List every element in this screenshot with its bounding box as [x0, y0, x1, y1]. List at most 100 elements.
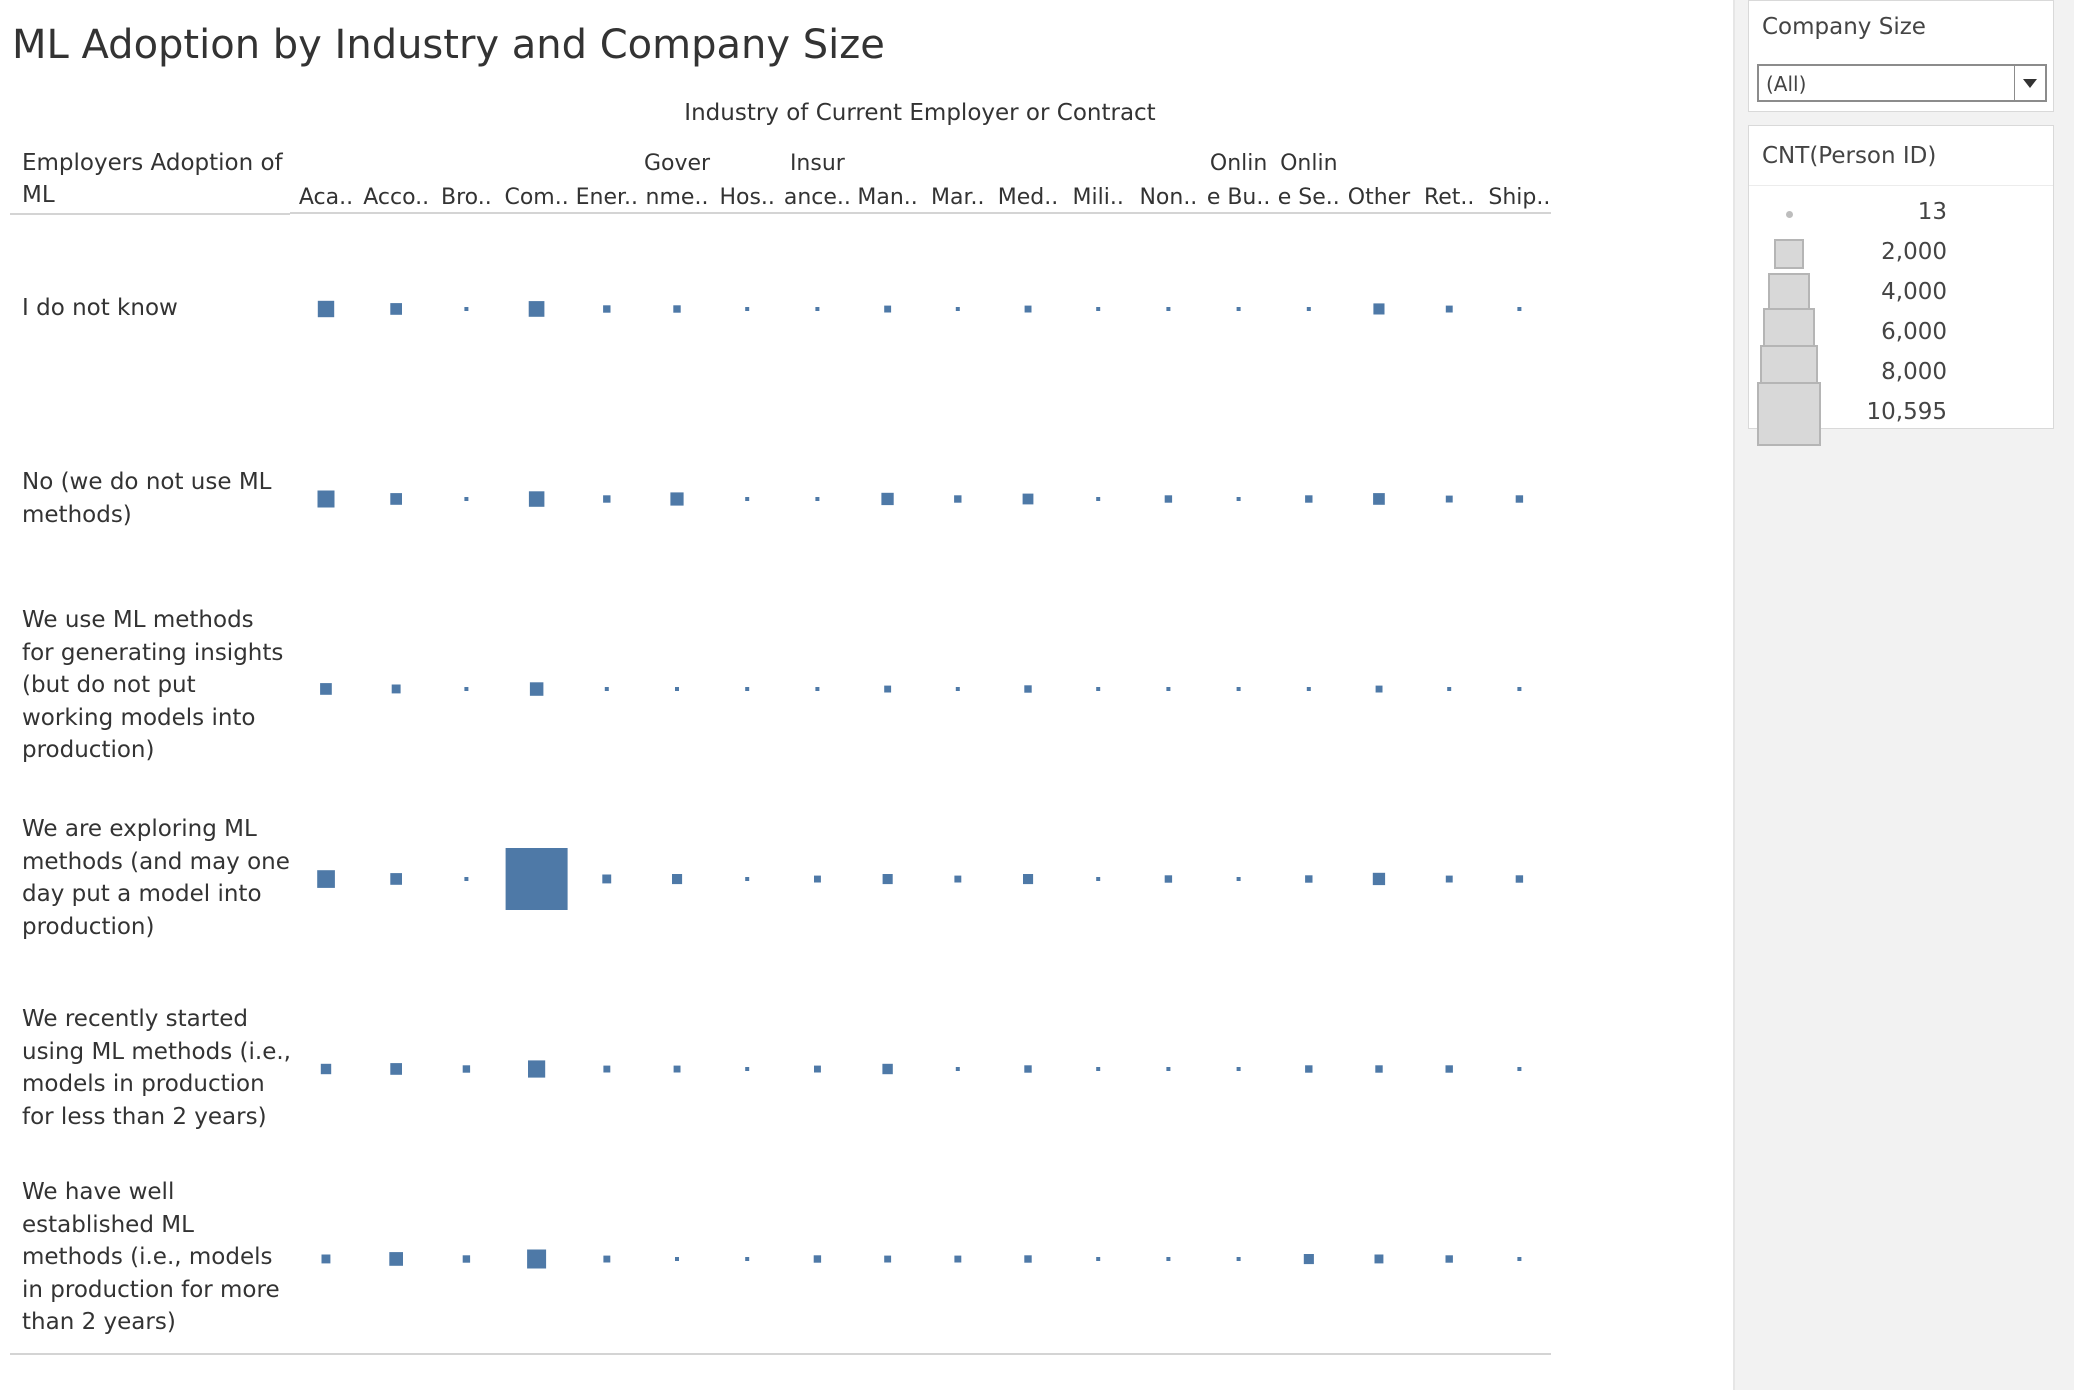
square-mark[interactable]: [1096, 877, 1101, 881]
square-mark[interactable]: [814, 875, 821, 883]
square-mark[interactable]: [1373, 493, 1385, 505]
square-mark[interactable]: [1305, 1065, 1313, 1073]
square-mark[interactable]: [670, 492, 684, 506]
square-mark[interactable]: [1306, 687, 1311, 691]
square-mark[interactable]: [1166, 687, 1171, 691]
square-mark[interactable]: [1445, 305, 1453, 313]
company-size-dropdown[interactable]: (All): [1757, 64, 2047, 102]
square-mark[interactable]: [745, 687, 750, 691]
square-mark[interactable]: [1515, 875, 1524, 883]
square-mark[interactable]: [464, 687, 469, 691]
square-mark[interactable]: [1236, 877, 1241, 881]
square-mark[interactable]: [1372, 872, 1386, 886]
square-mark[interactable]: [882, 874, 893, 885]
square-mark[interactable]: [1445, 495, 1453, 503]
square-mark[interactable]: [462, 1065, 471, 1073]
square-mark[interactable]: [954, 495, 962, 503]
square-mark[interactable]: [1166, 307, 1171, 311]
square-mark[interactable]: [1447, 687, 1452, 691]
square-mark[interactable]: [884, 1255, 892, 1263]
square-mark[interactable]: [815, 307, 820, 311]
square-mark[interactable]: [390, 873, 402, 885]
square-mark[interactable]: [391, 684, 401, 694]
square-mark[interactable]: [1096, 307, 1101, 311]
square-mark[interactable]: [1236, 687, 1241, 691]
square-mark[interactable]: [954, 875, 962, 883]
square-mark[interactable]: [1374, 1254, 1384, 1264]
square-mark[interactable]: [955, 687, 960, 691]
square-mark[interactable]: [1236, 497, 1241, 501]
square-mark[interactable]: [1024, 305, 1032, 313]
square-mark[interactable]: [955, 1067, 960, 1071]
square-mark[interactable]: [1236, 1257, 1241, 1261]
square-mark[interactable]: [1445, 1065, 1453, 1073]
square-mark[interactable]: [1517, 1257, 1522, 1261]
square-mark[interactable]: [1305, 875, 1313, 883]
square-mark[interactable]: [1096, 497, 1101, 501]
square-mark[interactable]: [1022, 493, 1034, 505]
square-mark[interactable]: [317, 870, 335, 888]
square-mark[interactable]: [390, 303, 402, 315]
square-mark[interactable]: [1023, 874, 1034, 885]
square-mark[interactable]: [603, 1065, 611, 1073]
square-mark[interactable]: [882, 1063, 893, 1075]
square-mark[interactable]: [1024, 685, 1032, 693]
square-mark[interactable]: [673, 1065, 681, 1073]
square-mark[interactable]: [1024, 1065, 1032, 1073]
square-mark[interactable]: [528, 1060, 546, 1078]
square-mark[interactable]: [814, 1065, 821, 1073]
square-mark[interactable]: [389, 1252, 403, 1266]
square-mark[interactable]: [1164, 495, 1173, 503]
square-mark[interactable]: [321, 1254, 331, 1264]
square-mark[interactable]: [1517, 1067, 1522, 1071]
square-mark[interactable]: [1517, 687, 1522, 691]
square-mark[interactable]: [528, 301, 545, 317]
square-mark[interactable]: [745, 1067, 750, 1071]
square-mark[interactable]: [1024, 1255, 1032, 1263]
square-mark[interactable]: [390, 493, 402, 505]
square-mark[interactable]: [673, 305, 681, 313]
square-mark[interactable]: [317, 490, 335, 508]
square-mark[interactable]: [603, 495, 611, 503]
square-mark[interactable]: [390, 1063, 402, 1075]
square-mark[interactable]: [1164, 875, 1173, 883]
square-mark[interactable]: [954, 1255, 962, 1263]
square-mark[interactable]: [745, 497, 750, 501]
square-mark[interactable]: [745, 877, 750, 881]
square-mark[interactable]: [602, 874, 612, 884]
square-mark[interactable]: [955, 307, 960, 311]
square-mark[interactable]: [675, 687, 679, 691]
square-mark[interactable]: [1096, 1257, 1101, 1261]
square-mark[interactable]: [1236, 307, 1241, 311]
square-mark[interactable]: [1375, 1065, 1383, 1073]
square-mark[interactable]: [320, 1063, 332, 1075]
square-mark[interactable]: [1373, 303, 1385, 315]
square-mark[interactable]: [1515, 495, 1524, 503]
square-mark[interactable]: [745, 307, 750, 311]
square-mark[interactable]: [464, 877, 469, 881]
square-mark[interactable]: [1166, 1257, 1171, 1261]
square-mark[interactable]: [604, 687, 609, 691]
square-mark[interactable]: [320, 683, 332, 695]
square-mark[interactable]: [815, 687, 820, 691]
square-mark[interactable]: [884, 685, 892, 693]
square-mark[interactable]: [1445, 1255, 1453, 1263]
square-mark[interactable]: [527, 1249, 547, 1269]
square-mark[interactable]: [884, 305, 892, 313]
square-mark[interactable]: [464, 497, 469, 501]
square-mark[interactable]: [1305, 495, 1313, 503]
square-mark[interactable]: [603, 305, 611, 313]
square-mark[interactable]: [1096, 1067, 1101, 1071]
square-mark[interactable]: [464, 307, 469, 311]
square-mark[interactable]: [1375, 685, 1383, 693]
square-mark[interactable]: [1166, 1067, 1171, 1071]
square-mark[interactable]: [1445, 875, 1453, 883]
square-mark[interactable]: [529, 682, 544, 696]
square-mark[interactable]: [815, 497, 820, 501]
square-mark[interactable]: [881, 492, 894, 506]
square-mark[interactable]: [317, 300, 335, 318]
square-mark[interactable]: [603, 1255, 611, 1263]
square-mark[interactable]: [1236, 1067, 1241, 1071]
square-mark[interactable]: [462, 1255, 471, 1263]
square-mark[interactable]: [1096, 687, 1101, 691]
